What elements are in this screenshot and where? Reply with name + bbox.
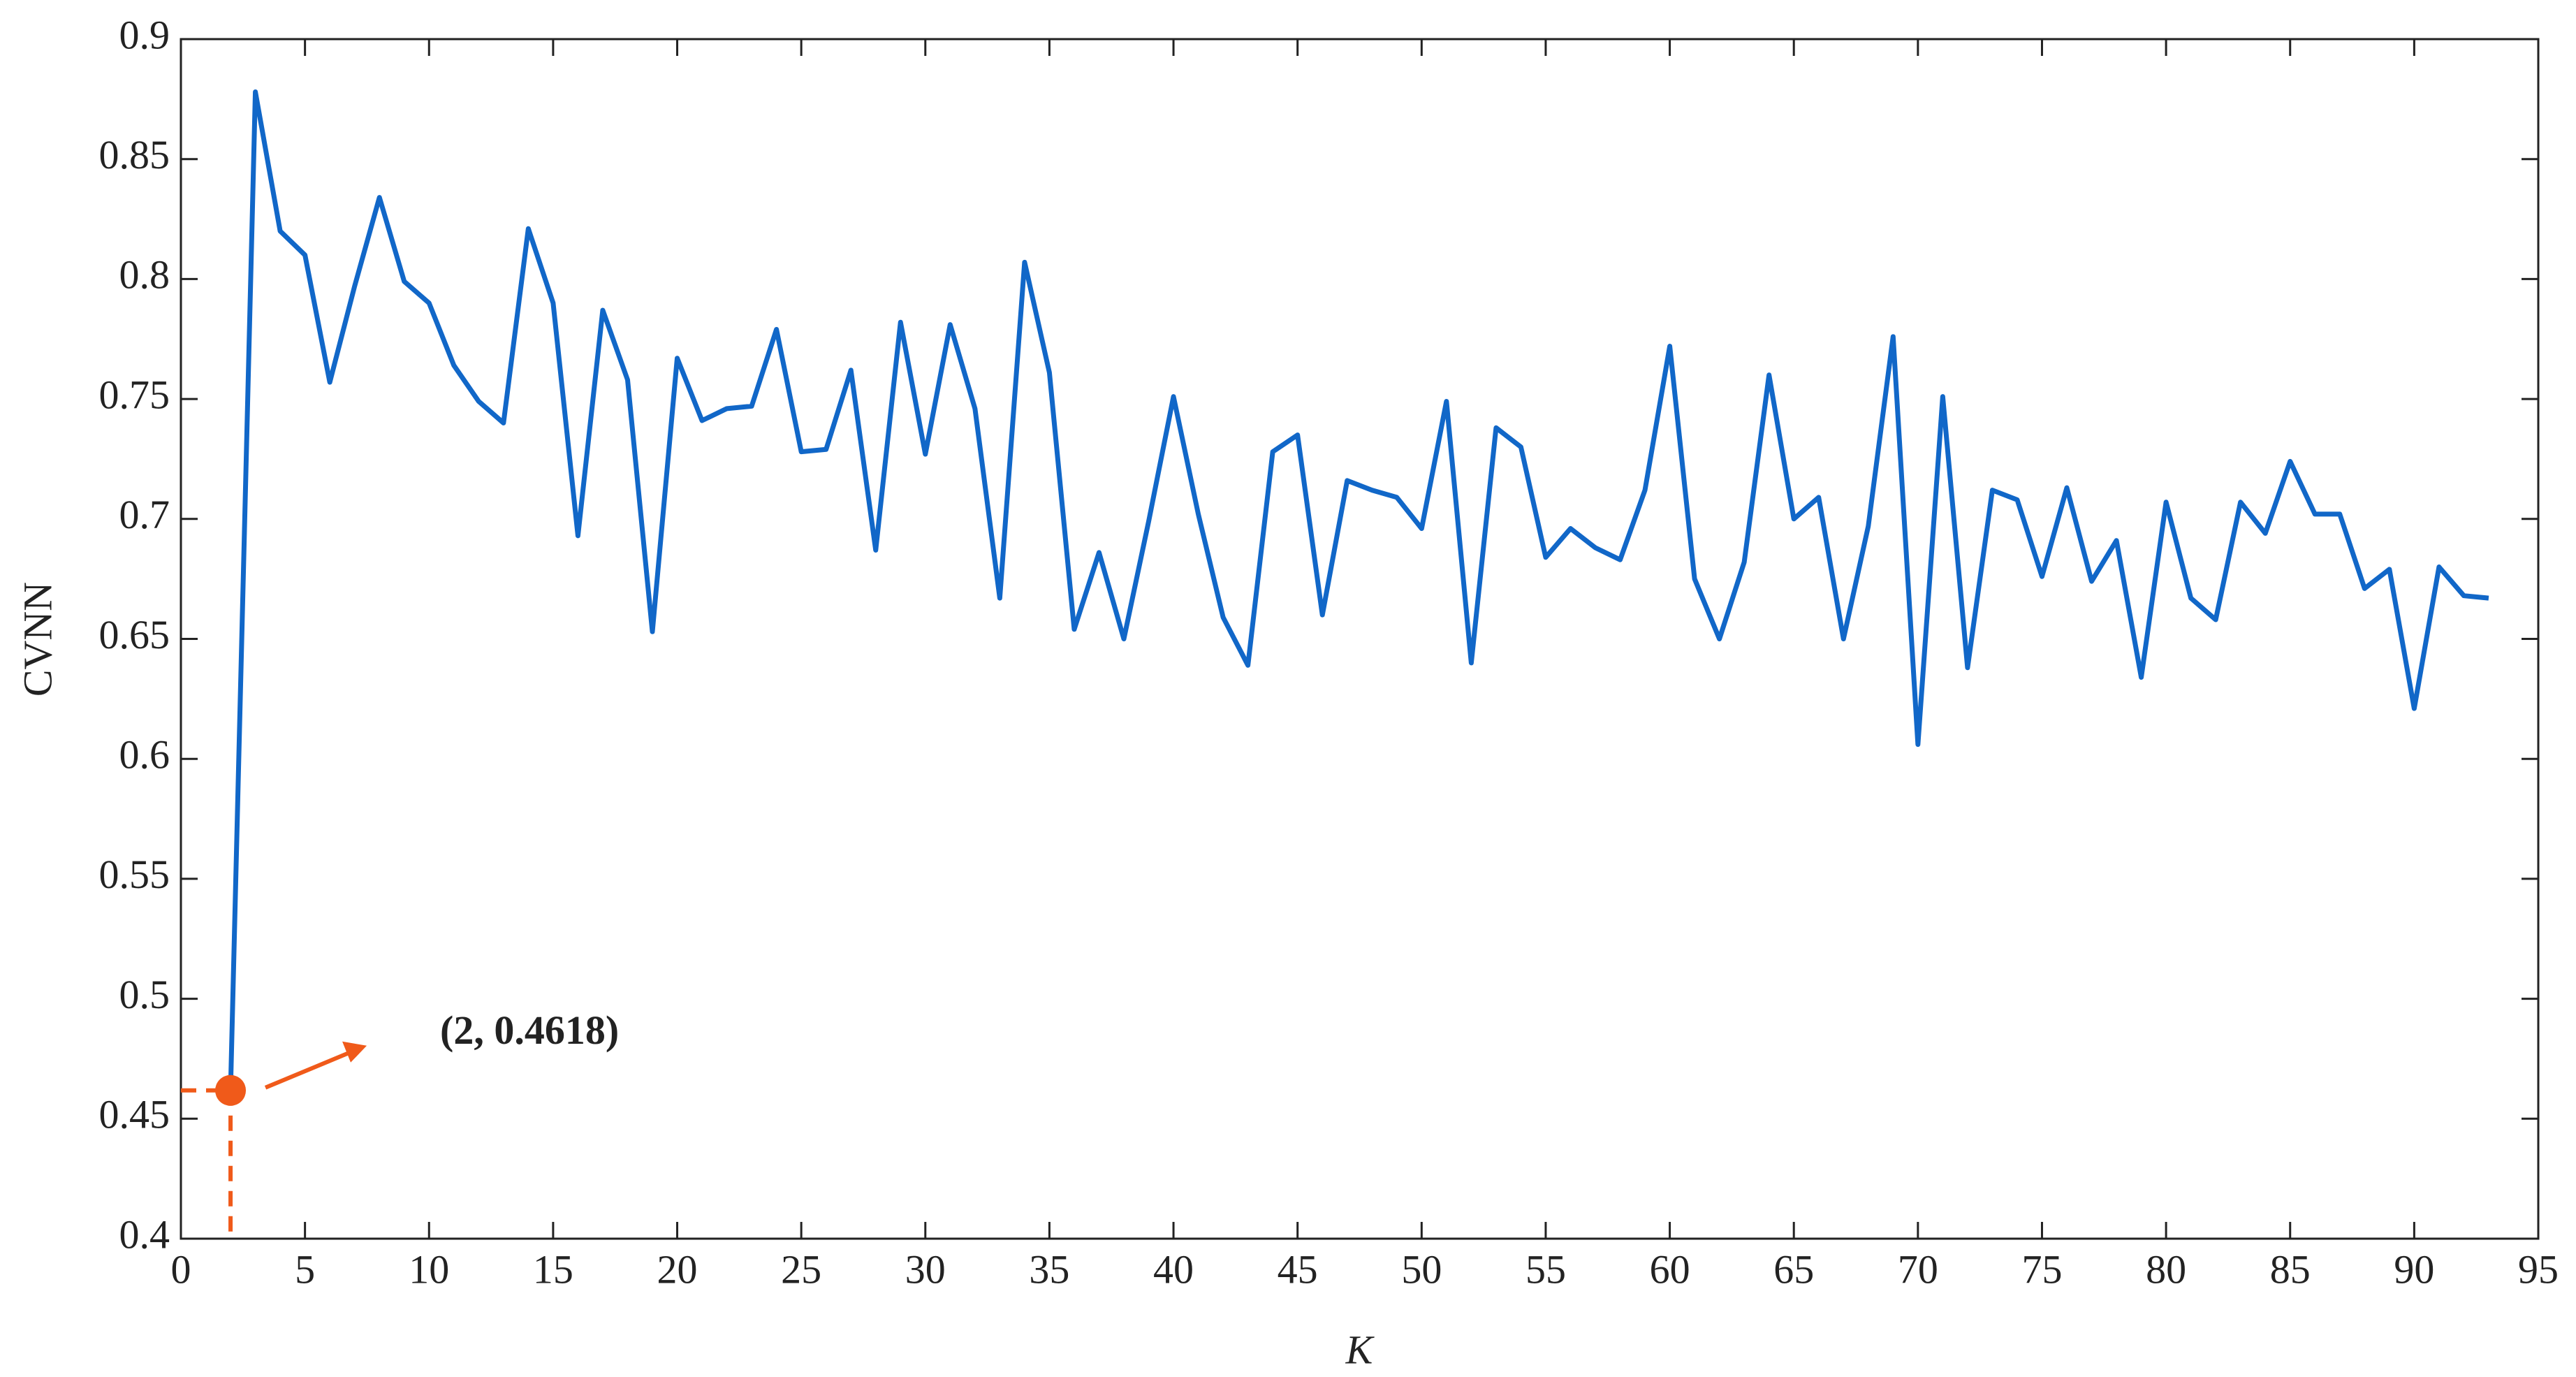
y-tick-label: 0.9: [119, 12, 170, 57]
y-tick-label: 0.6: [119, 732, 170, 778]
x-axis-label: K: [1345, 1327, 1375, 1372]
x-tick-label: 45: [1278, 1246, 1318, 1292]
x-tick-label: 60: [1650, 1246, 1690, 1292]
x-tick-label: 75: [2021, 1246, 2062, 1292]
x-tick-label: 85: [2270, 1246, 2311, 1292]
x-tick-label: 0: [171, 1246, 191, 1292]
y-tick-label: 0.75: [99, 372, 170, 417]
highlight-point: [215, 1074, 247, 1106]
x-tick-label: 30: [905, 1246, 946, 1292]
y-tick-label: 0.7: [119, 492, 170, 537]
x-tick-label: 80: [2146, 1246, 2186, 1292]
x-tick-label: 35: [1029, 1246, 1069, 1292]
x-tick-label: 25: [781, 1246, 821, 1292]
x-tick-label: 20: [657, 1246, 698, 1292]
x-tick-label: 55: [1525, 1246, 1566, 1292]
x-tick-label: 10: [409, 1246, 449, 1292]
annotation-text: (2, 0.4618): [440, 1007, 619, 1053]
x-tick-label: 5: [295, 1246, 315, 1292]
x-tick-label: 40: [1153, 1246, 1194, 1292]
y-tick-label: 0.85: [99, 132, 170, 177]
y-tick-label: 0.55: [99, 852, 170, 897]
y-tick-label: 0.5: [119, 972, 170, 1017]
y-tick-label: 0.45: [99, 1092, 170, 1137]
plot-frame: [180, 38, 2540, 1240]
data-line: [228, 89, 2489, 1091]
x-tick-label: 50: [1401, 1246, 1442, 1292]
y-tick-label: 0.4: [119, 1211, 170, 1257]
x-tick-label: 15: [533, 1246, 573, 1292]
y-tick-label: 0.8: [119, 252, 170, 298]
annotation-arrowhead: [342, 1041, 367, 1063]
x-tick-label: 65: [1773, 1246, 1814, 1292]
annotation-arrow: [264, 1049, 354, 1090]
y-tick-label: 0.65: [99, 612, 170, 657]
x-tick-label: 70: [1898, 1246, 1938, 1292]
x-tick-label: 90: [2394, 1246, 2434, 1292]
y-axis-label: CVNN: [15, 582, 60, 697]
x-tick-label: 95: [2518, 1246, 2559, 1292]
